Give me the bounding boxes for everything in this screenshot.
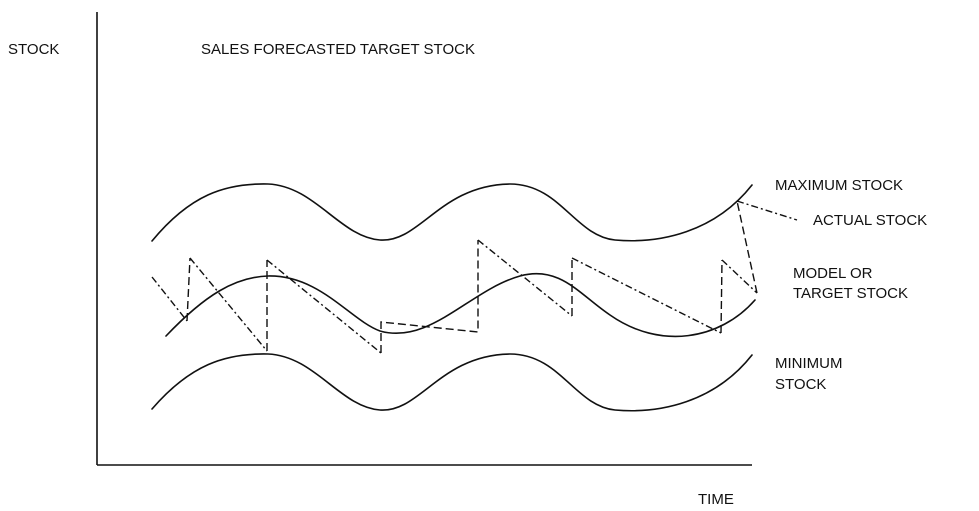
y-axis-label: STOCK: [8, 41, 59, 58]
minimum-stock-curve: [151, 353, 753, 412]
diagram-title: SALES FORECASTED TARGET STOCK: [201, 41, 475, 58]
x-axis-label: TIME: [698, 491, 734, 508]
minimum-stock-label-line2: STOCK: [775, 376, 826, 393]
model-stock-label-line1: MODEL OR: [793, 265, 873, 282]
actual-stock-consumption-lines: [151, 200, 798, 354]
maximum-stock-curve: [151, 183, 753, 242]
actual-stock-label: ACTUAL STOCK: [813, 212, 927, 229]
model-target-stock-curve: [165, 272, 756, 338]
minimum-stock-label-line1: MINIMUM: [775, 355, 843, 372]
model-stock-label-line2: TARGET STOCK: [793, 285, 908, 302]
actual-stock-replenishment-lines: [186, 200, 758, 353]
maximum-stock-label: MAXIMUM STOCK: [775, 177, 903, 194]
